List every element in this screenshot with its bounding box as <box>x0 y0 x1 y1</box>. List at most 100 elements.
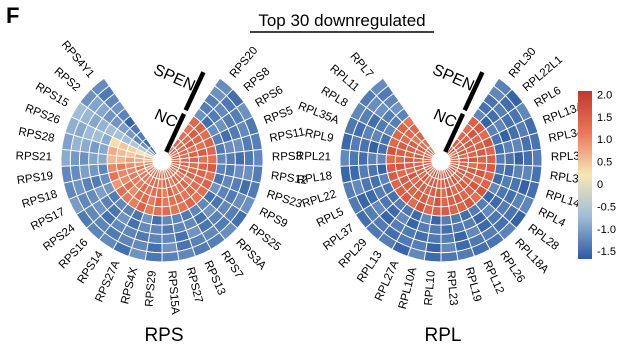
gene-label: RPS29 <box>144 270 159 307</box>
heatmap-cell <box>357 150 369 166</box>
colorbar-gradient <box>578 91 592 259</box>
colorbar-tick-label: 0.5 <box>597 157 612 169</box>
heatmap-cell <box>161 196 171 208</box>
rps-heatmap: RPS20RPS8RPS6RPS5RPS11RPS3RPS12RPS23RPS9… <box>15 39 307 316</box>
colorbar-tick-label: -1.0 <box>597 224 616 236</box>
heatmap-cell <box>385 154 397 165</box>
heatmap-cell <box>60 148 72 167</box>
heatmap-cell <box>367 151 378 166</box>
heatmap-cell <box>97 153 108 165</box>
gene-label: RPL19 <box>463 266 483 303</box>
heatmap-cell <box>161 187 169 199</box>
gene-label: RPS7 <box>218 249 245 281</box>
rpl-panel-label: RPL <box>425 325 462 346</box>
gene-label: RPS26 <box>23 103 61 127</box>
gene-label: RPL5 <box>315 206 346 230</box>
heatmap-cell <box>216 153 227 165</box>
heatmap-cell <box>485 154 497 165</box>
heatmap-cell <box>376 153 387 165</box>
gene-label: RPL32 <box>549 170 585 187</box>
heatmap-cell <box>69 149 81 167</box>
gene-label: RPS11 <box>269 126 306 145</box>
heatmap-cell <box>252 148 264 167</box>
gene-label: RPL18 <box>296 170 332 187</box>
heatmap-cell <box>60 165 73 184</box>
condition-label-speni: SPENi <box>430 62 480 97</box>
heatmap-cell <box>161 223 175 235</box>
spen-bar <box>183 71 206 112</box>
colorbar-tick-label: 0 <box>597 179 603 191</box>
heatmap-cell <box>440 223 454 235</box>
heatmap-cell <box>339 148 351 167</box>
heatmap-cell <box>348 149 360 167</box>
rps-panel-label: RPS <box>144 325 183 346</box>
heatmap-cell <box>161 205 172 217</box>
heatmap-cell <box>188 156 200 164</box>
heatmap-cell <box>106 154 118 165</box>
heatmap-cell <box>234 150 246 166</box>
heatmap-cell <box>369 77 389 97</box>
panel-letter: F <box>6 3 19 28</box>
heatmap-cell <box>115 162 127 172</box>
heatmap-cell <box>78 150 90 166</box>
gene-label: RPL9 <box>304 127 335 144</box>
nc-bar <box>443 112 466 153</box>
heatmap-cell <box>440 205 451 217</box>
gene-label: RPS5 <box>262 105 294 127</box>
heatmap-cell <box>251 165 264 184</box>
gene-label: RPS12 <box>270 170 308 187</box>
heatmap-cell <box>428 223 442 235</box>
heatmap-cell <box>426 232 442 245</box>
gene-label: RPL21 <box>296 150 332 163</box>
heatmap-cell <box>440 241 457 254</box>
gene-label: RPL23 <box>444 270 459 306</box>
gene-label: RPL6 <box>532 85 563 110</box>
gene-label: RPL4 <box>536 206 568 230</box>
heatmap-cell <box>90 77 110 97</box>
heatmap-cell <box>161 241 178 254</box>
gene-label: RPS18 <box>21 188 59 210</box>
gene-label: RPS9 <box>257 206 289 230</box>
colorbar: 2.0 1.5 1.0 0.5 0 -0.5 -1.0 -1.5 <box>578 89 616 259</box>
heatmap-cell <box>495 153 506 165</box>
heatmap-cell <box>88 151 99 166</box>
gene-label: RPS3 <box>272 151 302 164</box>
gene-label: RPL12 <box>481 259 506 296</box>
heatmap-cell <box>225 151 236 166</box>
heatmap-cell <box>144 250 163 263</box>
heatmap-cell <box>161 250 180 263</box>
heatmap-cell <box>147 232 163 245</box>
heatmap-cell <box>467 156 479 164</box>
rpl-heatmap: RPL30RPL22L1RPL6RPL13ARPL34RPL3RPL32RPL1… <box>296 46 586 311</box>
heatmap-cell <box>522 149 534 167</box>
nc-bar <box>164 112 187 153</box>
colorbar-tick-label: 1.0 <box>597 134 612 146</box>
heatmap-cell <box>423 250 442 263</box>
heatmap-cell <box>106 162 118 174</box>
heatmap-cell <box>425 241 442 254</box>
heatmap-cell <box>243 149 255 167</box>
gene-label: RPS6 <box>253 84 285 110</box>
figure-title: Top 30 downregulated <box>258 11 425 30</box>
heatmap-cell <box>531 148 543 167</box>
heatmap-cell <box>440 187 448 199</box>
gene-label: RPS4X <box>119 266 140 306</box>
heatmap-cell <box>161 232 177 245</box>
heatmap-cell <box>530 165 543 184</box>
heatmap-cell <box>394 162 406 172</box>
gene-label: RPS23 <box>265 188 303 210</box>
gene-label: RPS28 <box>17 126 55 145</box>
colorbar-tick-label: -0.5 <box>597 201 616 213</box>
colorbar-tick-label: 2.0 <box>597 89 612 101</box>
heatmap-cell <box>161 214 174 226</box>
gene-label: RPS13 <box>202 259 228 297</box>
condition-label-speni: SPENi <box>151 62 201 97</box>
heatmap-cell <box>149 223 163 235</box>
heatmap-cell <box>513 150 525 166</box>
gene-label: RPS15A <box>165 270 181 315</box>
gene-label: RPL8 <box>319 85 350 110</box>
gene-label: RPL3 <box>551 151 580 164</box>
heatmap-cell <box>440 250 459 263</box>
colorbar-tick-label: -1.5 <box>597 246 616 258</box>
